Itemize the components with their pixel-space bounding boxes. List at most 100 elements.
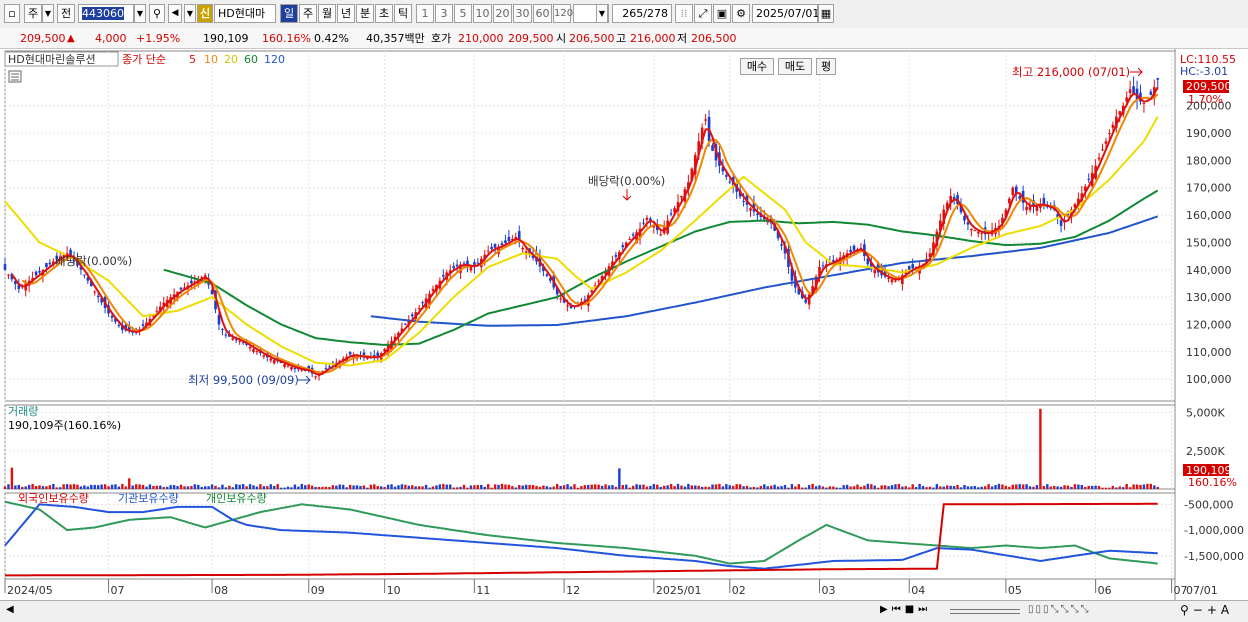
volume-bar (397, 485, 400, 489)
volume-bar (666, 485, 669, 489)
volume-bar (538, 486, 542, 489)
compare-dropdown[interactable]: 전 (57, 4, 75, 23)
tab-week[interactable]: 주 (299, 4, 317, 23)
candle-body (417, 308, 421, 310)
drawing-tools-icon[interactable]: ▯▯▯⤡⤡⤡⤡ (1028, 604, 1091, 615)
volume-bar (386, 484, 390, 489)
volume-bar (14, 485, 17, 489)
volume-bar (518, 484, 521, 489)
speaker-icon[interactable]: ◀ (168, 4, 182, 23)
gear-icon[interactable]: ⚙ (732, 4, 750, 23)
low-arrow-icon (298, 375, 311, 385)
volume-bar (1004, 485, 1008, 489)
date-input[interactable]: 2025/07/01 (752, 4, 819, 23)
tab-minute[interactable]: 분 (356, 4, 374, 23)
price-tick-label: 130,000 (1186, 291, 1232, 304)
save-icon[interactable]: ▣ (713, 4, 731, 23)
interval-button-30[interactable]: 30 (513, 4, 532, 23)
volume-bar (1087, 485, 1090, 489)
chevron-down-icon[interactable]: ▼ (134, 4, 146, 23)
volume-bar (687, 483, 690, 489)
interval-button-60[interactable]: 60 (533, 4, 552, 23)
volume-bar (1122, 487, 1125, 489)
candle-body (224, 334, 228, 336)
zoom-slider[interactable] (950, 609, 1020, 614)
interval-button-20[interactable]: 20 (493, 4, 512, 23)
volume-bar (839, 487, 842, 489)
volume-bar (652, 484, 656, 489)
ma-legend-20: 20 (224, 53, 238, 66)
window-menu-icon[interactable]: ▫ (4, 4, 20, 23)
bar-count-field[interactable]: 265/278 (612, 4, 672, 23)
volume-bar (914, 487, 918, 489)
calendar-icon[interactable]: ▦ (818, 4, 834, 23)
buy-button[interactable]: 매수 (740, 58, 774, 75)
candle-body (45, 263, 48, 268)
volume-bar (366, 487, 369, 489)
candle-body (907, 266, 911, 270)
volume-bar (345, 487, 348, 489)
volume-bar (462, 484, 466, 489)
stock-code-input[interactable]: 443060 (78, 4, 134, 23)
candle-body (614, 254, 618, 257)
price-tick-label: 100,000 (1186, 373, 1232, 386)
bar-count-value: 265 (622, 7, 644, 20)
candle-body (231, 338, 235, 340)
candle-body (459, 264, 462, 273)
tab-year[interactable]: 년 (337, 4, 355, 23)
chevron-down-icon[interactable]: ▼ (184, 4, 196, 23)
candle-body (183, 287, 186, 289)
x-tick-label: 08 (214, 584, 228, 597)
grid-icon[interactable]: ⁞⁞ (675, 4, 693, 23)
tab-month[interactable]: 월 (318, 4, 336, 23)
interval-button-5[interactable]: 5 (454, 4, 472, 23)
volume-bar (1153, 485, 1156, 489)
volume-bar (221, 484, 224, 489)
tab-tick[interactable]: 틱 (394, 4, 412, 23)
tab-second[interactable]: 초 (375, 4, 393, 23)
volume-bar (480, 484, 483, 489)
candle-body (652, 226, 656, 228)
volume-bar (1139, 484, 1142, 489)
volume-bar (1090, 485, 1094, 489)
volume-bar (497, 484, 500, 489)
scroll-left-icon[interactable]: ◀ (6, 604, 14, 615)
volume-bar (949, 485, 952, 489)
sell-button[interactable]: 매도 (778, 58, 812, 75)
candle-body (704, 119, 707, 121)
playback-controls-icon[interactable]: ▶⏮■⏭ (880, 604, 932, 615)
interval-button-1[interactable]: 1 (416, 4, 434, 23)
interval-button-10[interactable]: 10 (473, 4, 492, 23)
chart-scrollbar[interactable]: ◀ ▶⏮■⏭ ▯▯▯⤡⤡⤡⤡ ⚲−+A (0, 600, 1248, 622)
volume-bar (24, 486, 27, 489)
volume-bar (186, 486, 190, 489)
search-icon[interactable]: ⚲ (149, 4, 165, 23)
volume-bar (856, 484, 859, 489)
chevron-down-icon[interactable]: ▼ (596, 4, 608, 23)
stock-name-field[interactable]: HD현대마린 (214, 4, 276, 23)
expand-icon[interactable]: ⤢ (694, 4, 712, 23)
volume-bar (207, 486, 210, 489)
panel-frame (4, 404, 1176, 490)
stock-chart[interactable]: 200,000 190,000 180,000 170,000 160,000 150,0… (0, 49, 1248, 600)
zoom-controls-icon[interactable]: ⚲−+A (1180, 603, 1234, 617)
tab-day[interactable]: 일 (280, 4, 298, 23)
volume-bar (407, 485, 411, 489)
price-tick-label: 150,000 (1186, 236, 1232, 249)
volume-bar (870, 484, 873, 489)
candle-body (880, 266, 883, 276)
volume-bar (552, 486, 555, 489)
volume-bar (859, 486, 863, 489)
evaluation-button[interactable]: 평 (816, 58, 836, 75)
volume-bar (1135, 484, 1139, 489)
chevron-down-icon[interactable]: ▼ (42, 4, 54, 23)
table-icon-lines (11, 73, 19, 81)
interval-button-3[interactable]: 3 (435, 4, 453, 23)
toolbar: ▫ 주 ▼ 전 443060 ▼ ⚲ ◀ ▼ 신 HD현대마린 일 주 월 년 … (0, 0, 1248, 29)
volume-bar (997, 483, 1001, 489)
interval-button-120[interactable]: 120 (553, 4, 573, 23)
volume-bar (959, 487, 963, 489)
candle-body (145, 322, 148, 327)
candle-body (1070, 209, 1073, 216)
period-dropdown[interactable]: 주 (24, 4, 42, 23)
